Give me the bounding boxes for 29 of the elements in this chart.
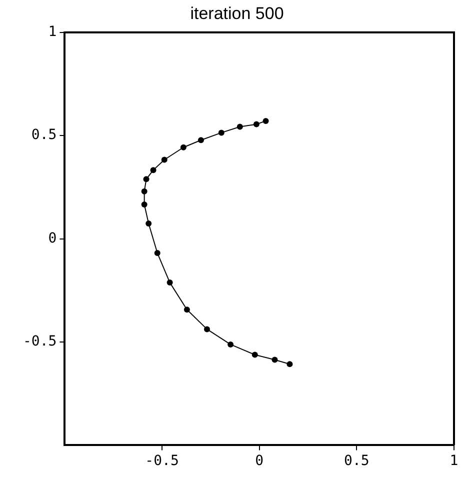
- y-tick-label: 0: [48, 230, 57, 246]
- point: [253, 121, 260, 128]
- x-tick-label: -0.5: [145, 453, 179, 470]
- point: [204, 326, 210, 332]
- point: [286, 361, 293, 368]
- point: [184, 306, 190, 313]
- x-tick-label: 0.5: [344, 453, 370, 470]
- y-tick-label: 1: [48, 24, 57, 40]
- point: [252, 352, 258, 358]
- point: [180, 144, 186, 150]
- point: [154, 250, 160, 256]
- y-tick-label: -0.5: [22, 334, 57, 350]
- point: [141, 202, 148, 208]
- point: [236, 124, 243, 130]
- point: [198, 137, 204, 144]
- point: [146, 220, 152, 227]
- point: [272, 356, 278, 363]
- point: [161, 156, 168, 163]
- point: [143, 176, 150, 182]
- point: [228, 341, 234, 348]
- chart-title: iteration 500: [190, 4, 284, 23]
- point: [141, 188, 148, 194]
- point: [150, 167, 156, 174]
- x-tick-label: 0: [255, 453, 264, 470]
- y-tick-label: 0.5: [31, 127, 57, 144]
- x-tick-label: 1: [450, 453, 458, 470]
- point: [262, 118, 269, 124]
- point: [218, 130, 224, 136]
- point: [166, 280, 173, 286]
